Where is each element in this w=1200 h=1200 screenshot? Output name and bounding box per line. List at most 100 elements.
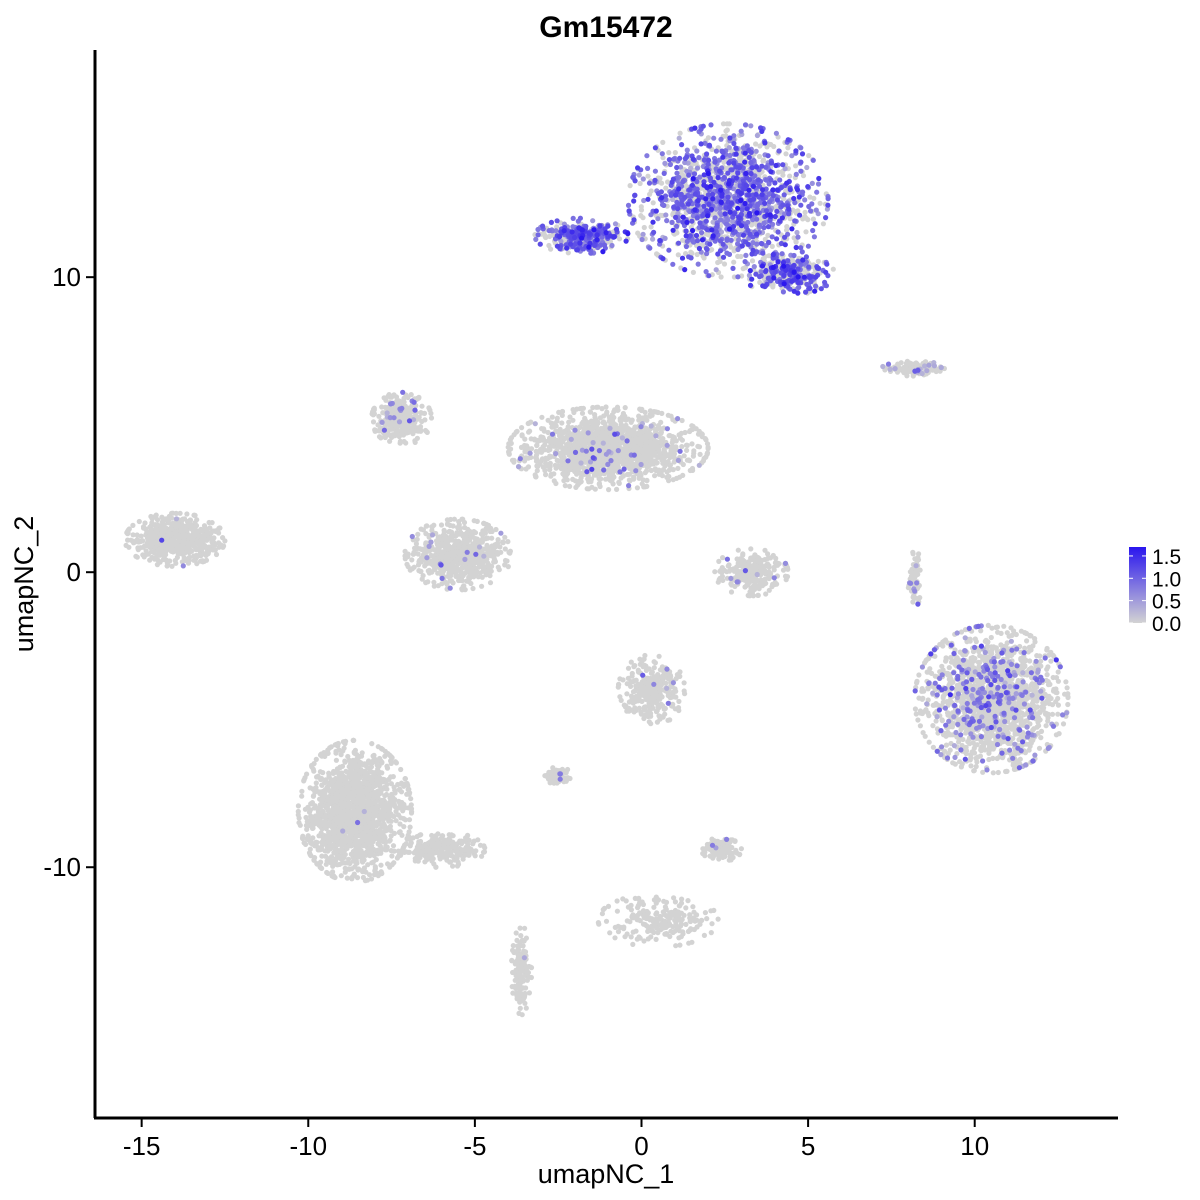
cell-point xyxy=(930,744,937,750)
cell-point xyxy=(696,444,703,450)
cell-point xyxy=(382,423,388,429)
cell-point xyxy=(573,442,580,448)
cell-point xyxy=(549,414,555,420)
cell-point xyxy=(200,538,206,544)
cell-point xyxy=(658,438,664,444)
cell-point xyxy=(506,449,512,455)
cell-point xyxy=(719,570,725,576)
cell-point xyxy=(705,444,711,450)
cell-point xyxy=(589,476,595,482)
cell-point xyxy=(184,511,190,517)
cell-point xyxy=(622,405,628,411)
cell-point xyxy=(394,432,400,438)
cell-point xyxy=(511,457,517,463)
cell-point xyxy=(457,577,463,584)
cell-point xyxy=(438,522,445,528)
cell-point xyxy=(762,236,768,242)
cell-point xyxy=(194,532,200,538)
cell-point xyxy=(451,516,457,522)
cell-point xyxy=(681,453,687,459)
cell-point xyxy=(487,580,494,586)
cell-point xyxy=(606,487,612,493)
cell-point xyxy=(513,429,519,435)
cell-point xyxy=(187,517,193,523)
cell-point xyxy=(634,485,641,491)
cell-point xyxy=(706,232,712,238)
cell-point xyxy=(216,540,222,546)
cell-point xyxy=(687,467,693,474)
cell-point xyxy=(641,224,647,231)
cell-point xyxy=(169,563,175,569)
cell-point xyxy=(613,452,619,458)
cell-point xyxy=(525,420,531,427)
cell-point xyxy=(440,569,446,575)
cell-point xyxy=(620,461,626,467)
cell-point xyxy=(626,477,633,483)
cell-point xyxy=(425,548,431,554)
cell-point xyxy=(393,406,399,412)
cell-point xyxy=(471,518,477,524)
cell-point xyxy=(503,558,509,564)
cell-point xyxy=(154,562,160,568)
cell-point xyxy=(647,191,653,197)
cell-point xyxy=(670,443,676,450)
cell-point xyxy=(198,552,204,558)
cell-point xyxy=(559,420,565,426)
cell-point xyxy=(820,221,827,227)
cell-point xyxy=(679,444,685,450)
cell-point xyxy=(429,524,435,530)
cell-point xyxy=(700,458,707,464)
cell-point xyxy=(462,587,468,593)
cell-point xyxy=(672,150,678,156)
cell-point xyxy=(410,421,416,427)
cell-point xyxy=(666,150,672,156)
cell-point xyxy=(216,525,222,532)
cell-point xyxy=(595,428,601,434)
cell-point xyxy=(579,410,586,416)
cell-point xyxy=(749,258,756,264)
cell-point xyxy=(578,475,584,481)
cell-point xyxy=(946,665,952,671)
cell-point xyxy=(917,723,924,729)
cell-point xyxy=(423,531,429,537)
cell-point xyxy=(632,424,638,430)
cell-point xyxy=(766,253,772,259)
cell-point xyxy=(621,415,627,421)
cell-point xyxy=(559,412,565,418)
cell-point xyxy=(475,538,481,544)
cell-point xyxy=(539,414,545,420)
cell-point xyxy=(415,551,421,557)
cell-point xyxy=(800,173,807,179)
cell-point xyxy=(485,522,492,529)
cell-point xyxy=(432,566,438,573)
cell-point xyxy=(671,459,677,465)
cell-point xyxy=(147,557,153,563)
cell-point xyxy=(216,530,222,536)
cell-point xyxy=(508,440,514,446)
cell-point xyxy=(562,483,568,489)
cell-point xyxy=(528,446,535,452)
cell-point xyxy=(169,510,175,516)
cell-point xyxy=(684,442,690,448)
cell-point xyxy=(130,532,136,538)
cell-point xyxy=(586,486,592,492)
cell-point xyxy=(671,209,677,215)
cell-point xyxy=(169,537,175,543)
cell-point xyxy=(641,484,647,490)
cell-point xyxy=(687,458,693,464)
cell-point xyxy=(213,551,220,558)
cell-point xyxy=(424,523,430,529)
cell-point xyxy=(459,571,465,577)
cell-point xyxy=(604,409,610,415)
cell-point xyxy=(740,551,746,557)
cell-point xyxy=(680,472,686,478)
cell-point xyxy=(570,407,576,413)
cell-point xyxy=(631,432,637,438)
cell-point xyxy=(523,466,529,472)
cell-point xyxy=(460,533,466,539)
cell-point xyxy=(552,462,558,468)
cell-point xyxy=(533,448,539,454)
cell-point xyxy=(220,535,226,541)
cell-point xyxy=(179,517,185,523)
